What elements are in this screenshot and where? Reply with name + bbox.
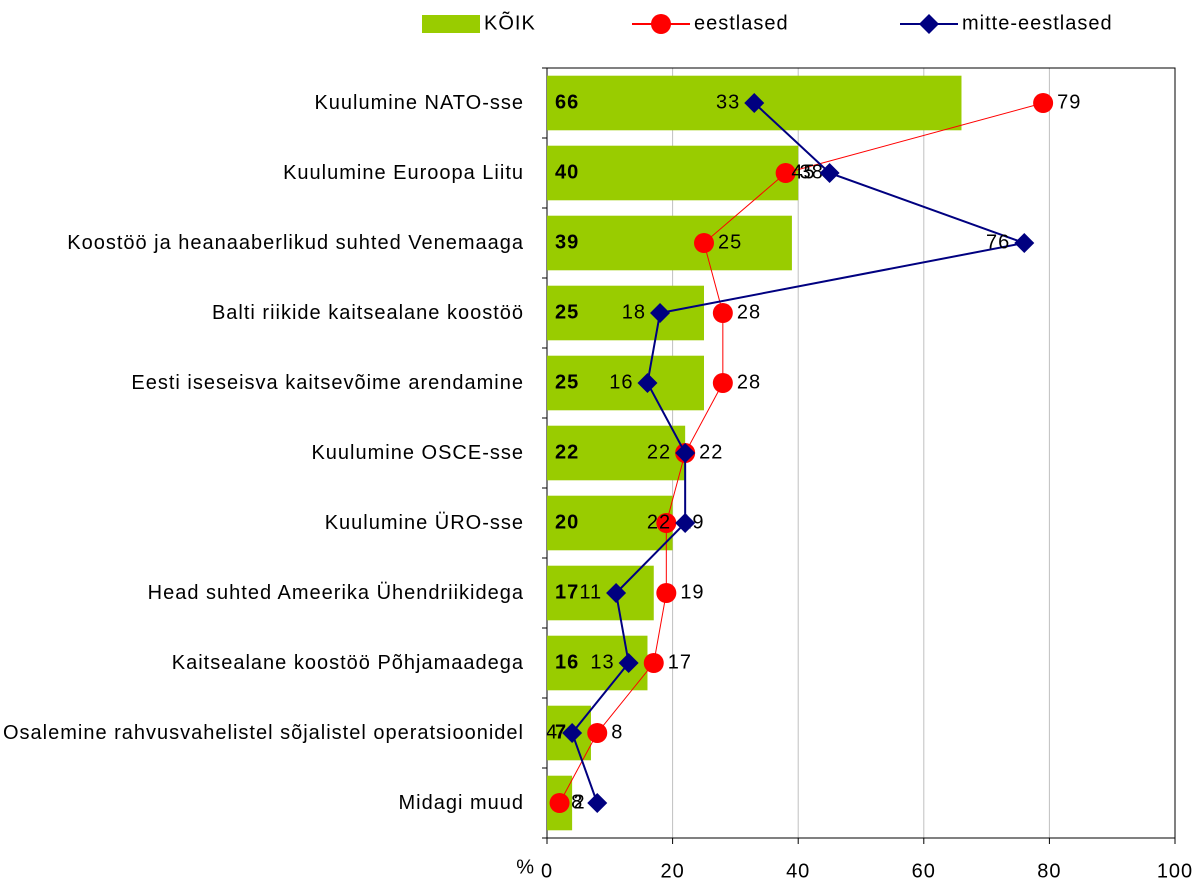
point-value-label: 17 [668,651,692,673]
point-value-label: 16 [609,371,633,393]
category-label: Head suhted Ameerika Ühendriikidega [147,582,524,604]
marker [637,373,658,393]
point-value-label: 28 [737,301,761,323]
legend-label: eestlased [694,12,789,34]
bar-value-label: 66 [555,91,579,113]
point-value-label: 22 [699,441,723,463]
point-value-label: 38 [800,161,824,183]
marker [675,443,696,463]
point-value-label: 22 [647,511,671,533]
bar-value-label: 17 [555,581,579,603]
point-value-label: 19 [680,581,704,603]
marker [643,653,664,673]
marker [1014,233,1035,253]
point-value-label: 45 [791,161,815,183]
legend-swatch [422,15,480,33]
x-tick-label: 20 [660,860,684,882]
marker [819,163,840,183]
x-tick-label: 0 [541,860,553,882]
point-value-label: 28 [737,371,761,393]
marker [618,653,639,673]
category-label: Kaitsealane koostöö Põhjamaadega [171,652,524,674]
bar [547,285,704,341]
bar-value-label: 7 [555,721,567,743]
category-label: Osalemine rahvusvahelistel sõjalistel op… [2,722,524,744]
x-tick-label: 60 [912,860,936,882]
point-value-label: 79 [1057,91,1081,113]
category-label: Balti riikide kaitsealane koostöö [211,302,524,324]
x-tick-label: 40 [786,860,810,882]
bar [547,495,673,551]
marker [694,233,714,253]
bar-value-label: 22 [555,441,579,463]
category-label: Midagi muud [398,792,524,814]
bar-value-label: 39 [555,231,579,253]
bar-value-label: 25 [555,301,579,323]
marker [1033,93,1054,113]
marker [650,303,671,323]
point-value-label: 2 [574,791,586,813]
marker [712,373,733,393]
marker [606,583,627,603]
category-label: Koostöö ja heanaaberlikud suhted Venemaa… [67,232,524,254]
bar-value-label: 20 [555,511,579,533]
point-value-label: 13 [590,651,614,673]
marker [549,793,570,813]
point-value-label: 18 [622,301,646,323]
bar [547,215,792,271]
marker [744,93,765,113]
x-tick-label: 100 [1157,860,1193,882]
point-value-label: 8 [611,721,623,743]
bar-value-label: 25 [555,371,579,393]
marker [656,583,677,603]
point-value-label: 11 [579,581,602,603]
bar [547,565,654,621]
point-value-label: 8 [571,791,583,813]
legend-label: KÕIK [484,10,536,34]
category-label: Kuulumine Euroopa Liitu [283,162,524,184]
x-axis-label: % [516,856,535,878]
marker [775,163,796,183]
point-value-label: 76 [986,231,1010,253]
bar [547,145,799,201]
marker [656,513,677,533]
marker [587,793,608,813]
marker [675,513,696,533]
bar-value-label: 40 [555,161,579,183]
point-value-label: 4 [546,721,558,743]
point-value-label: 22 [647,441,671,463]
category-label: Kuulumine OSCE-sse [311,442,524,464]
marker [712,303,733,323]
category-label: Kuulumine NATO-sse [314,92,524,114]
legend-marker [919,14,939,34]
marker [562,723,583,743]
category-label: Kuulumine ÜRO-sse [324,512,524,534]
marker [587,723,608,743]
legend-marker [651,14,671,34]
bar [547,425,686,481]
point-value-label: 33 [716,91,740,113]
point-value-label: 25 [718,231,742,253]
bar [547,355,704,411]
legend-label: mitte-eestlased [962,12,1113,34]
category-label: Eesti iseseisva kaitsevõime arendamine [131,372,524,394]
bar-value-label: 16 [555,651,579,673]
x-tick-label: 80 [1037,860,1061,882]
